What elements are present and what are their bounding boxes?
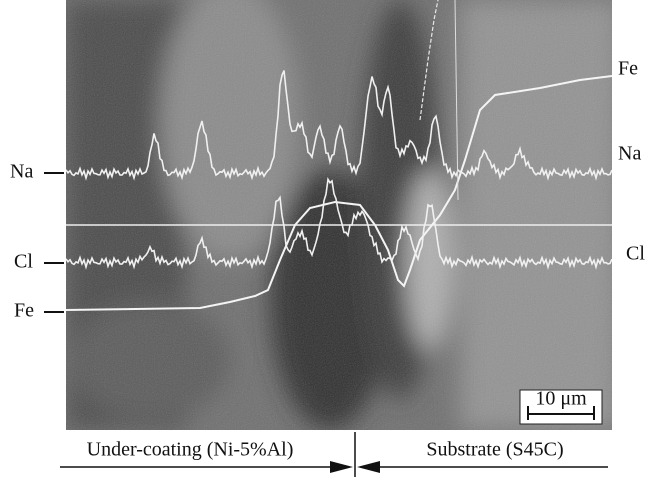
left-label: Cl xyxy=(14,251,33,273)
sem-image: 10 μm xyxy=(66,0,612,430)
left-label: Na xyxy=(10,161,33,183)
right-label: Na xyxy=(618,143,641,165)
fe-trace xyxy=(66,75,612,311)
scan-trace xyxy=(419,0,439,121)
region-label: Under-coating (Ni-5%Al) xyxy=(87,439,294,461)
cl-trace xyxy=(66,177,612,270)
scale-box xyxy=(519,389,603,425)
right-label: Cl xyxy=(626,243,645,265)
left-label: Fe xyxy=(14,300,34,322)
scale-label: 10 μm xyxy=(535,388,587,410)
right-label: Fe xyxy=(618,58,638,80)
region-label: Substrate (S45C) xyxy=(426,439,563,461)
na-trace xyxy=(66,70,612,181)
